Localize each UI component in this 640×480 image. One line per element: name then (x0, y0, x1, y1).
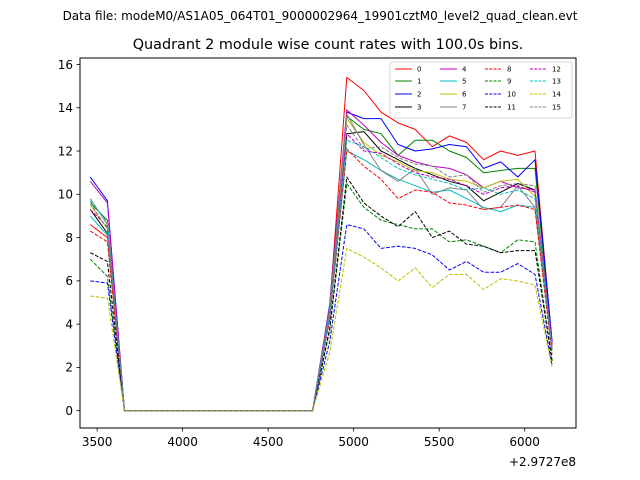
x-offset-label: +2.9727e8 (509, 455, 576, 469)
y-tick-label: 14 (58, 101, 73, 115)
legend-label-15: 15 (552, 104, 561, 112)
legend-label-5: 5 (462, 78, 466, 86)
y-tick-label: 16 (58, 58, 73, 72)
series-line-13 (89, 139, 553, 412)
y-tick-label: 0 (65, 404, 73, 418)
y-tick-label: 2 (65, 361, 73, 375)
series-line-15 (89, 124, 553, 412)
x-axis-ticks: 3500 4000 4500 5000 5500 6000 (82, 428, 540, 449)
y-tick-label: 10 (58, 188, 73, 202)
legend-label-2: 2 (417, 91, 421, 99)
chart-title: Quadrant 2 module wise count rates with … (133, 37, 524, 53)
series-line-14 (90, 247, 553, 412)
series-layer (89, 77, 553, 412)
legend-label-4: 4 (462, 66, 467, 74)
y-tick-label: 12 (58, 144, 73, 158)
legend-label-8: 8 (507, 66, 511, 74)
legend-label-1: 1 (417, 78, 421, 86)
y-axis-ticks: 0 2 4 6 8 10 12 14 16 (58, 58, 80, 418)
legend-label-9: 9 (507, 78, 511, 86)
data-file-suptitle: Data file: modeM0/AS1A05_064T01_90000029… (63, 9, 578, 23)
legend-label-0: 0 (417, 66, 421, 74)
legend-label-11: 11 (507, 104, 516, 112)
x-tick-label: 5500 (424, 435, 455, 449)
x-tick-label: 3500 (82, 435, 113, 449)
legend-label-13: 13 (552, 78, 561, 86)
legend-label-7: 7 (462, 104, 466, 112)
legend-label-12: 12 (552, 66, 561, 74)
plot-frame (79, 57, 577, 429)
y-tick-label: 8 (65, 231, 73, 245)
legend-label-3: 3 (417, 104, 421, 112)
legend-label-6: 6 (462, 91, 467, 99)
x-tick-label: 4000 (167, 435, 198, 449)
legend-box (389, 61, 573, 119)
y-tick-label: 6 (65, 274, 73, 288)
plot-area (80, 58, 576, 428)
x-tick-label: 4500 (253, 435, 284, 449)
y-tick-label: 4 (65, 317, 73, 331)
legend-label-10: 10 (507, 91, 516, 99)
legend-label-14: 14 (552, 91, 561, 99)
x-tick-label: 6000 (509, 435, 540, 449)
x-tick-label: 5000 (338, 435, 369, 449)
